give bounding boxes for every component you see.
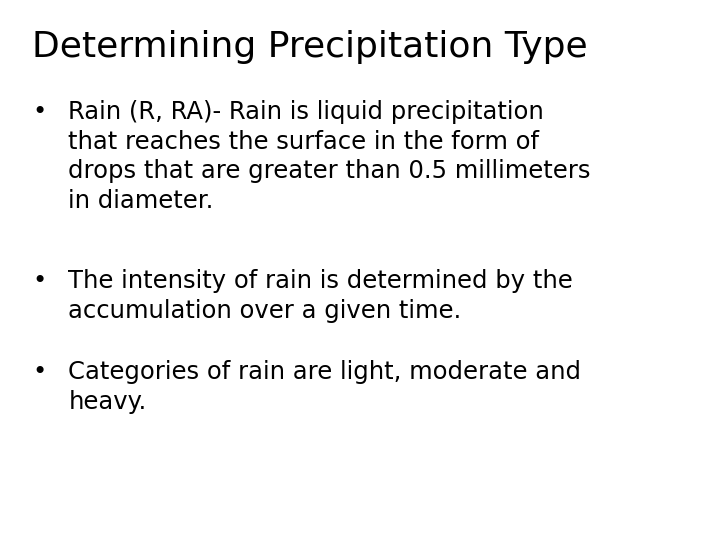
Text: Determining Precipitation Type: Determining Precipitation Type [32, 30, 588, 64]
Text: •: • [32, 269, 47, 293]
Text: •: • [32, 100, 47, 124]
Text: Rain (R, RA)- Rain is liquid precipitation
that reaches the surface in the form : Rain (R, RA)- Rain is liquid precipitati… [68, 100, 591, 213]
Text: The intensity of rain is determined by the
accumulation over a given time.: The intensity of rain is determined by t… [68, 269, 573, 322]
Text: •: • [32, 360, 47, 384]
Text: Categories of rain are light, moderate and
heavy.: Categories of rain are light, moderate a… [68, 360, 582, 414]
